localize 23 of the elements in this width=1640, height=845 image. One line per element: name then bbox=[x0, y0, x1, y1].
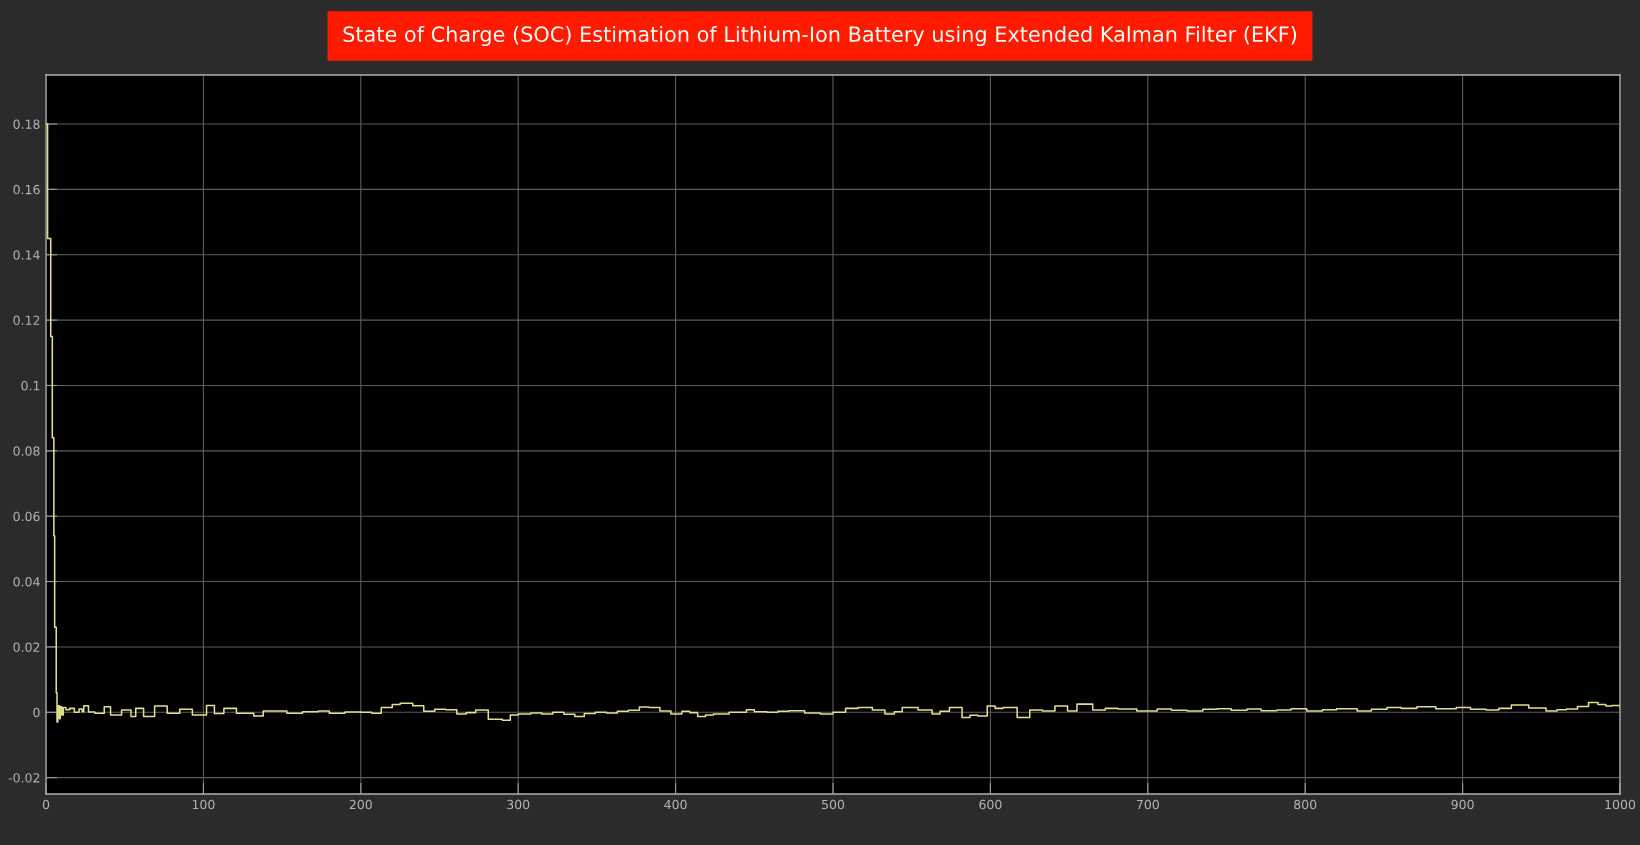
x-tick-label: 300 bbox=[507, 799, 530, 810]
x-tick-label: 700 bbox=[1136, 799, 1159, 810]
x-tick-label: 400 bbox=[664, 799, 687, 810]
y-tick-label: 0.18 bbox=[13, 119, 40, 129]
y-tick-label: -0.02 bbox=[8, 773, 40, 783]
x-tick-label: 600 bbox=[979, 799, 1002, 810]
y-tick-label: 0.08 bbox=[13, 446, 40, 456]
x-tick-label: 200 bbox=[349, 799, 372, 810]
x-tick-label: 800 bbox=[1294, 799, 1317, 810]
x-tick-label: 0 bbox=[42, 799, 50, 810]
x-tick-label: 100 bbox=[192, 799, 215, 810]
y-tick-label: 0.12 bbox=[13, 315, 40, 326]
x-tick-label: 1000 bbox=[1605, 799, 1636, 810]
y-tick-label: 0.02 bbox=[13, 642, 40, 652]
x-tick-label: 900 bbox=[1451, 799, 1474, 810]
y-tick-label: 0.16 bbox=[13, 184, 40, 195]
x-tick-label: 500 bbox=[822, 799, 845, 810]
chart-title: State of Charge (SOC) Estimation of Lithium-Ion Battery using Extended Kalman Filter (EKF) bbox=[343, 25, 1297, 47]
y-tick-label: 0.1 bbox=[21, 380, 40, 391]
y-tick-label: 0.14 bbox=[13, 250, 40, 260]
y-tick-label: 0 bbox=[33, 707, 40, 718]
y-tick-label: 0.04 bbox=[13, 577, 40, 587]
y-tick-label: 0.06 bbox=[13, 511, 40, 522]
